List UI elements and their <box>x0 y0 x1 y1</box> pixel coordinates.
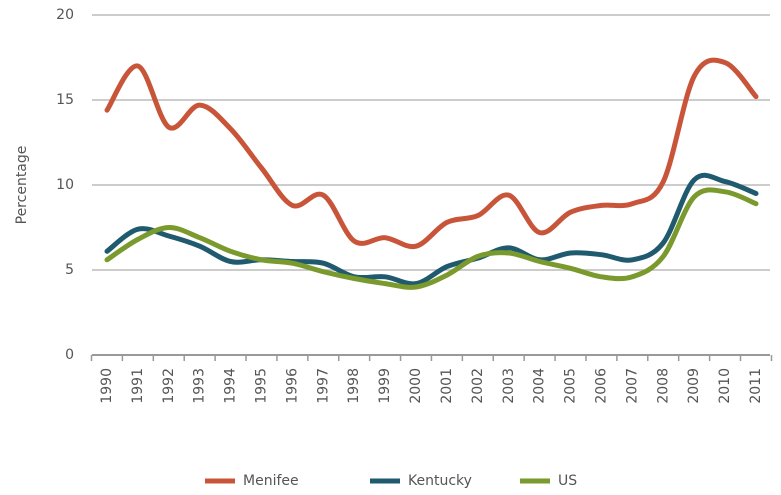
x-tick-label: 1996 <box>284 368 300 404</box>
x-tick-label: 2011 <box>748 368 764 404</box>
x-tick-label: 2000 <box>408 368 424 404</box>
y-tick-label: 0 <box>65 347 74 363</box>
x-tick-label: 2006 <box>593 368 609 404</box>
legend-label: Menifee <box>243 473 299 489</box>
line <box>104 187 759 290</box>
legend-label: US <box>558 473 577 489</box>
line <box>104 172 759 287</box>
x-tick-label: 2005 <box>563 368 579 404</box>
x-tick-label: 2009 <box>686 368 702 404</box>
x-tick-label: 2004 <box>532 368 548 404</box>
x-tick-label: 1999 <box>377 368 393 404</box>
x-tick-label: 1995 <box>254 368 270 404</box>
x-tick-label: 1990 <box>99 368 115 404</box>
x-tick-label: 1997 <box>315 368 331 404</box>
legend-label: Kentucky <box>408 473 472 489</box>
x-tick-label: 2010 <box>717 368 733 404</box>
y-tick-label: 10 <box>56 177 74 193</box>
x-tick-label: 1998 <box>346 368 362 404</box>
y-tick-label: 15 <box>56 92 74 108</box>
x-tick-label: 1991 <box>130 368 146 404</box>
x-tick-label: 2007 <box>624 368 640 404</box>
y-axis-label: Percentage <box>14 146 30 225</box>
y-tick-label: 5 <box>65 262 74 278</box>
x-tick-label: 1994 <box>223 368 239 404</box>
x-tick-label: 2002 <box>470 368 486 404</box>
y-tick-label: 20 <box>56 7 74 23</box>
x-tick-label: 2001 <box>439 368 455 404</box>
line <box>104 57 759 250</box>
x-tick-label: 2003 <box>501 368 517 404</box>
x-tick-label: 2008 <box>655 368 671 404</box>
x-tick-label: 1992 <box>161 368 177 404</box>
x-tick-label: 1993 <box>192 368 208 404</box>
